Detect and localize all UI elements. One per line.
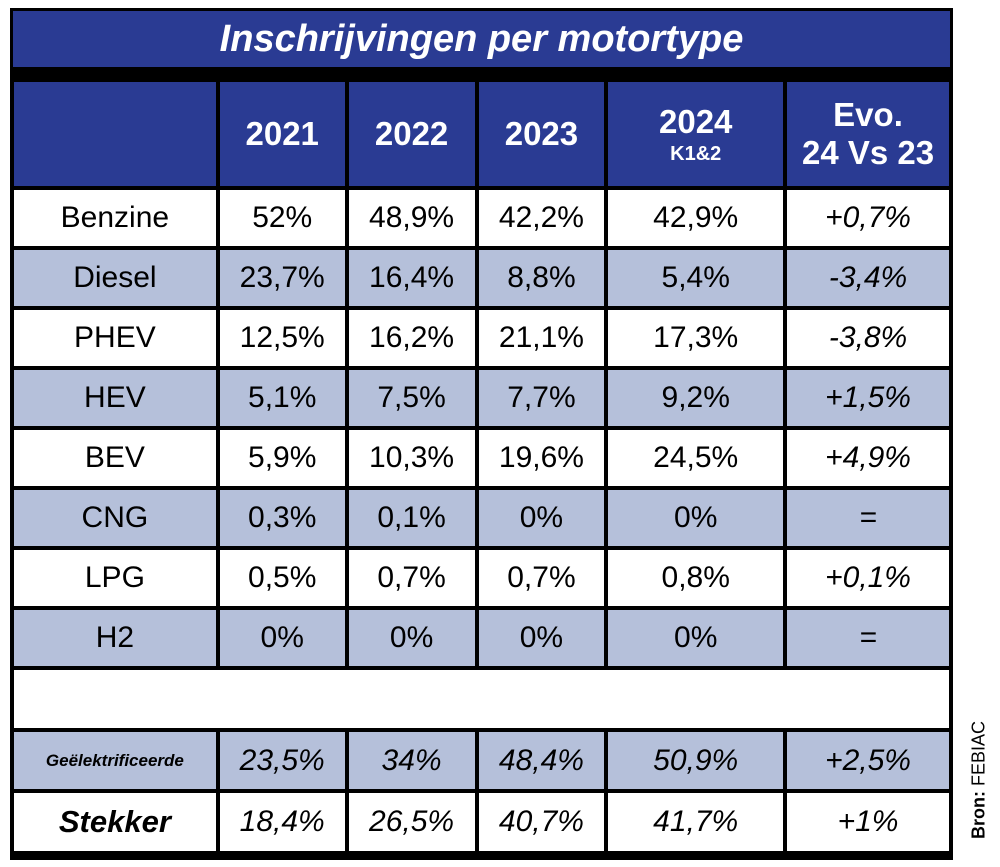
table-row-bev: BEV 5,9% 10,3% 19,6% 24,5% +4,9% xyxy=(14,430,949,486)
chart-title: Inschrijvingen per motortype xyxy=(10,8,953,70)
cell-2021: 52% xyxy=(219,190,345,246)
row-label: HEV xyxy=(14,370,216,426)
cell-2024: 5,4% xyxy=(608,250,784,306)
registrations-table: 2021 2022 2023 2024 K1&2 Evo. 24 Vs 23 B… xyxy=(10,78,953,855)
cell-2024: 42,9% xyxy=(608,190,784,246)
cell-2021: 0,5% xyxy=(219,550,345,606)
cell-2021: 23,5% xyxy=(219,732,345,789)
cell-2022: 10,3% xyxy=(348,430,475,486)
row-label: PHEV xyxy=(14,310,216,366)
source-name: FEBIAC xyxy=(968,720,989,786)
header-evo-line1: Evo. xyxy=(833,96,903,133)
header-2021: 2021 xyxy=(219,82,345,186)
cell-2024: 9,2% xyxy=(608,370,784,426)
header-2022: 2022 xyxy=(348,82,475,186)
cell-2023: 0% xyxy=(478,610,605,666)
cell-2022: 16,2% xyxy=(348,310,475,366)
header-2024: 2024 K1&2 xyxy=(608,82,784,186)
cell-2021: 0,3% xyxy=(219,490,345,546)
cell-2023: 48,4% xyxy=(478,732,605,789)
cell-2023: 8,8% xyxy=(478,250,605,306)
cell-evo: = xyxy=(787,490,949,546)
header-evo-line2: 24 Vs 23 xyxy=(801,134,935,171)
table-row-benzine: Benzine 52% 48,9% 42,2% 42,9% +0,7% xyxy=(14,190,949,246)
cell-2022: 0,7% xyxy=(348,550,475,606)
cell-2024: 0,8% xyxy=(608,550,784,606)
table-frame: Inschrijvingen per motortype 2021 2022 2… xyxy=(10,8,953,860)
cell-2024: 50,9% xyxy=(608,732,784,789)
row-label: LPG xyxy=(14,550,216,606)
cell-2024: 0% xyxy=(608,610,784,666)
header-evo: Evo. 24 Vs 23 xyxy=(787,82,949,186)
cell-evo: = xyxy=(787,610,949,666)
table-row-hev: HEV 5,1% 7,5% 7,7% 9,2% +1,5% xyxy=(14,370,949,426)
source-label: Bron: xyxy=(968,791,989,840)
cell-evo: +4,9% xyxy=(787,430,949,486)
cell-2022: 34% xyxy=(348,732,475,789)
spacer-row xyxy=(14,670,949,728)
header-corner xyxy=(14,82,216,186)
row-label: Diesel xyxy=(14,250,216,306)
row-label: BEV xyxy=(14,430,216,486)
row-label: Geëlektrificeerde xyxy=(14,732,216,789)
cell-2022: 48,9% xyxy=(348,190,475,246)
cell-2024: 24,5% xyxy=(608,430,784,486)
cell-2022: 7,5% xyxy=(348,370,475,426)
cell-2021: 5,1% xyxy=(219,370,345,426)
cell-2023: 19,6% xyxy=(478,430,605,486)
cell-evo: +1% xyxy=(787,793,949,851)
cell-2023: 21,1% xyxy=(478,310,605,366)
cell-2021: 5,9% xyxy=(219,430,345,486)
cell-evo: +2,5% xyxy=(787,732,949,789)
cell-2023: 40,7% xyxy=(478,793,605,851)
table-row-diesel: Diesel 23,7% 16,4% 8,8% 5,4% -3,4% xyxy=(14,250,949,306)
table-row-plugin: Stekker 18,4% 26,5% 40,7% 41,7% +1% xyxy=(14,793,949,851)
cell-evo: +0,1% xyxy=(787,550,949,606)
table-row-h2: H2 0% 0% 0% 0% = xyxy=(14,610,949,666)
cell-2022: 26,5% xyxy=(348,793,475,851)
cell-2024: 17,3% xyxy=(608,310,784,366)
row-label: Stekker xyxy=(14,793,216,851)
cell-2023: 0% xyxy=(478,490,605,546)
table-row-phev: PHEV 12,5% 16,2% 21,1% 17,3% -3,8% xyxy=(14,310,949,366)
row-label: CNG xyxy=(14,490,216,546)
header-row: 2021 2022 2023 2024 K1&2 Evo. 24 Vs 23 xyxy=(14,82,949,186)
cell-2024: 41,7% xyxy=(608,793,784,851)
table-row-lpg: LPG 0,5% 0,7% 0,7% 0,8% +0,1% xyxy=(14,550,949,606)
cell-2021: 23,7% xyxy=(219,250,345,306)
cell-2021: 0% xyxy=(219,610,345,666)
spacer-cell xyxy=(14,670,949,728)
cell-2022: 16,4% xyxy=(348,250,475,306)
cell-2023: 0,7% xyxy=(478,550,605,606)
cell-evo: -3,4% xyxy=(787,250,949,306)
table-row-electrified: Geëlektrificeerde 23,5% 34% 48,4% 50,9% … xyxy=(14,732,949,789)
cell-2023: 7,7% xyxy=(478,370,605,426)
cell-evo: +0,7% xyxy=(787,190,949,246)
cell-2024: 0% xyxy=(608,490,784,546)
cell-2021: 12,5% xyxy=(219,310,345,366)
cell-2022: 0,1% xyxy=(348,490,475,546)
cell-2021: 18,4% xyxy=(219,793,345,851)
cell-2022: 0% xyxy=(348,610,475,666)
source-text: Bron: FEBIAC xyxy=(969,721,990,839)
cell-evo: +1,5% xyxy=(787,370,949,426)
cell-evo: -3,8% xyxy=(787,310,949,366)
header-2024-year: 2024 xyxy=(659,102,733,140)
table-row-cng: CNG 0,3% 0,1% 0% 0% = xyxy=(14,490,949,546)
header-2023: 2023 xyxy=(478,82,605,186)
header-2024-sub: K1&2 xyxy=(670,142,722,165)
row-label: Benzine xyxy=(14,190,216,246)
cell-2023: 42,2% xyxy=(478,190,605,246)
source-credit: Bron: FEBIAC xyxy=(966,700,992,860)
row-label: H2 xyxy=(14,610,216,666)
